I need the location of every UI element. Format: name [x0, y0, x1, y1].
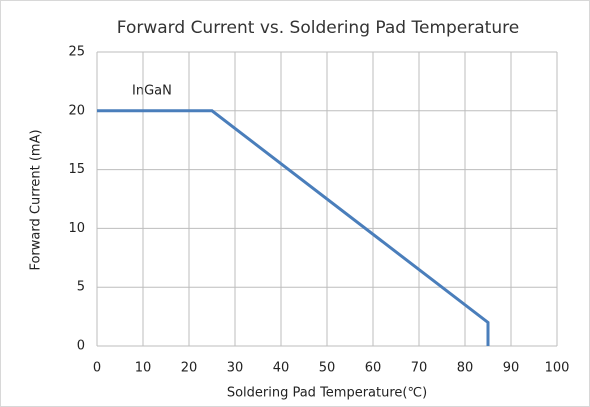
x-tick-label: 80 — [457, 361, 474, 376]
y-tick-label: 0 — [77, 339, 85, 354]
annotation: InGaN — [132, 84, 172, 99]
x-axis-label: Soldering Pad Temperature(℃) — [227, 386, 427, 401]
y-tick-label: 10 — [68, 221, 85, 236]
y-tick-label: 5 — [77, 280, 85, 295]
x-tick-label: 90 — [503, 361, 520, 376]
y-tick-label: 20 — [68, 103, 85, 118]
y-axis-label: Forward Current (mA) — [29, 129, 44, 270]
x-tick-label: 50 — [319, 361, 336, 376]
x-tick-label: 20 — [181, 361, 198, 376]
x-tick-label: 60 — [365, 361, 382, 376]
x-tick-label: 70 — [411, 361, 428, 376]
y-tick-label: 25 — [68, 45, 85, 60]
chart-title: Forward Current vs. Soldering Pad Temper… — [117, 18, 519, 38]
y-tick-label: 15 — [68, 162, 85, 177]
x-tick-label: 10 — [135, 361, 152, 376]
x-tick-label: 100 — [545, 361, 570, 376]
data-line — [97, 109, 490, 346]
x-tick-label: 30 — [227, 361, 244, 376]
x-tick-label: 0 — [93, 361, 101, 376]
x-tick-label: 40 — [273, 361, 290, 376]
